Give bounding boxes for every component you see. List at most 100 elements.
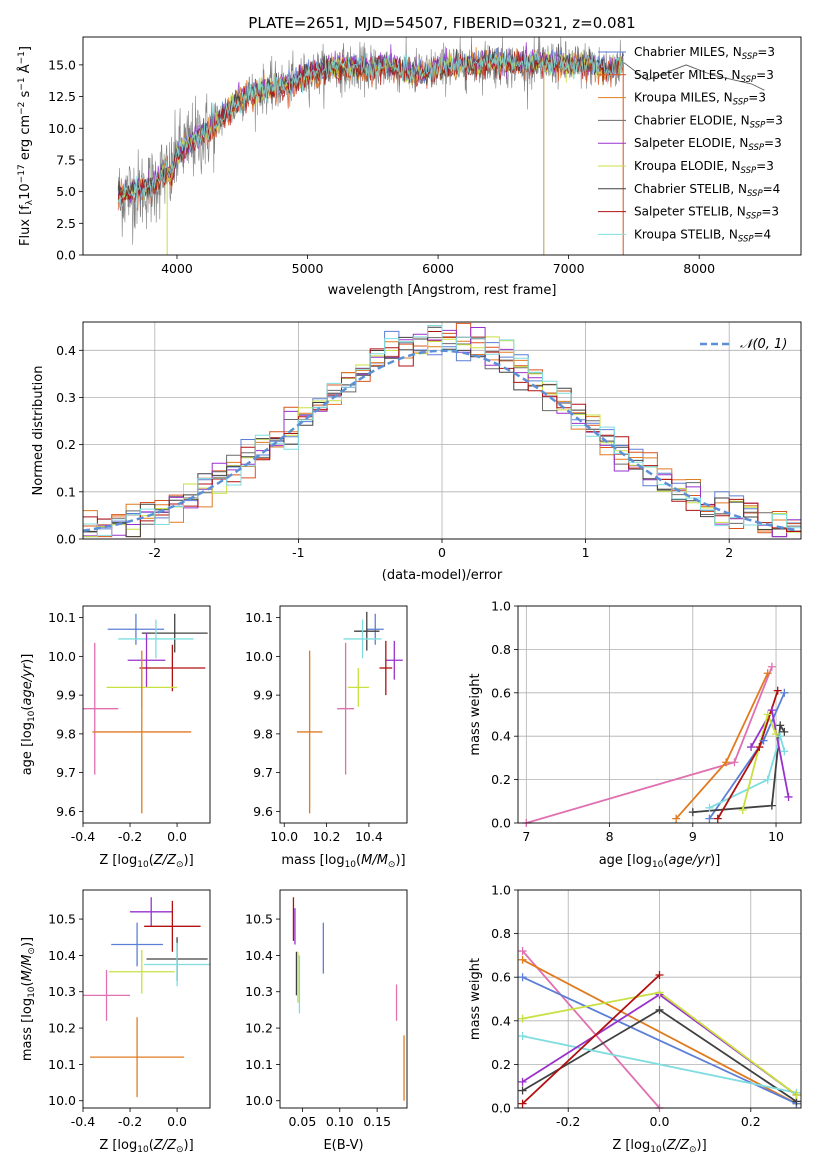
age-vs-mass-x-axis-label: mass [log10(M/M⊙)]	[281, 853, 405, 870]
errorbar-point	[83, 969, 131, 1021]
age-vs-z-y-axis-label: age [log10(age/yr)]	[20, 654, 37, 776]
tick-label-y: 9.6	[253, 804, 273, 819]
tick-label-y: 10.1	[48, 610, 76, 625]
errorbar-point	[337, 642, 355, 775]
tick-label-y: 9.8	[253, 726, 273, 741]
axes-frame	[82, 605, 211, 824]
tick-label-y: 10.0	[245, 649, 273, 664]
axes-mass_vs_Z: -0.4 -0.2 0.0 10.0 10.1 10.2 10.3 10.4 10.5	[48, 912, 187, 1129]
tick-label-y: 10.1	[245, 1057, 273, 1072]
axes-frame	[517, 605, 802, 824]
tick-label-y: 9.6	[56, 804, 76, 819]
mass-weight-marker	[755, 743, 764, 752]
errorbar-point	[127, 633, 166, 688]
tick-label-y: 5.0	[56, 184, 76, 199]
tick-label-y: 10.0	[48, 121, 76, 136]
tick-label-y: 10.0	[245, 1093, 273, 1108]
errorbar-point	[296, 650, 323, 814]
tick-label-x: 7000	[553, 261, 585, 276]
plot-area-residuals	[83, 322, 801, 538]
errorbar-point	[141, 613, 208, 653]
tick-label-y: 1.0	[491, 599, 511, 614]
tick-label-x: 7	[522, 829, 530, 844]
tick-label-x: 10	[768, 829, 784, 844]
legend-label: Kroupa ELODIE, NSSP=3	[634, 159, 774, 176]
gaussian-curve	[83, 349, 799, 532]
mass-weight-marker	[763, 669, 772, 678]
mass-weight-marker	[722, 758, 731, 767]
plot-area-mass_vs_Z	[83, 897, 210, 1098]
mass-weight-marker	[518, 1014, 527, 1023]
axes-frame	[279, 605, 408, 824]
tick-label-x: 0.0	[167, 829, 187, 844]
chart-title: PLATE=2651, MJD=54507, FIBERID=0321, z=0…	[248, 14, 635, 32]
axes-frame	[517, 889, 802, 1109]
legend-label: Kroupa STELIB, NSSP=4	[634, 227, 771, 244]
mass-vs-z-y-axis-label: mass [log10(M/M⊙)]	[20, 937, 37, 1061]
tick-label-x: 0.2	[741, 1114, 761, 1129]
tick-label-x: 4000	[161, 261, 193, 276]
mass-weight-marker	[763, 775, 772, 784]
tick-label-y: 0.2	[56, 437, 76, 452]
mass-weight-marker	[784, 792, 793, 801]
mass-weight-marker	[730, 758, 739, 767]
mass-weight-marker	[518, 955, 527, 964]
mass-weight-marker	[767, 801, 776, 810]
tick-label-y: 10.5	[245, 912, 273, 927]
tick-label-y: 10.4	[245, 948, 273, 963]
mass-weight-marker	[713, 814, 722, 823]
axes-frame	[82, 889, 211, 1109]
tick-label-y: 9.9	[56, 688, 76, 703]
mass-weight-marker	[738, 805, 747, 814]
errorbar-point	[385, 640, 403, 680]
tick-label-x: 0.15	[363, 1114, 391, 1129]
mass-weight-marker	[655, 1005, 664, 1014]
errorbar-point	[144, 900, 201, 952]
legend-label: Chabrier ELODIE, NSSP=3	[634, 113, 783, 130]
tick-label-y: 10.1	[245, 610, 273, 625]
errorbar-point	[354, 611, 380, 651]
mass-weight-line	[692, 722, 786, 813]
tick-label-y: 9.8	[56, 726, 76, 741]
mass-weight-marker	[780, 727, 789, 736]
tick-label-x: 0.10	[326, 1114, 354, 1129]
age-vs-z-x-axis-label: Z [log10(Z/Z⊙)]	[99, 853, 193, 870]
residual-x-axis-label: (data-model)/error	[382, 568, 503, 583]
legend-label: Salpeter ELODIE, NSSP=3	[634, 136, 782, 153]
errorbar-point	[379, 640, 393, 696]
mass-weight-marker	[672, 814, 681, 823]
mass-weight-marker	[767, 706, 776, 715]
mass-weight-marker	[780, 688, 789, 697]
mass-vs-ebv-x-axis-label: E(B-V)	[323, 1138, 363, 1153]
mass-weight-marker	[759, 736, 768, 745]
axes-spectrum: 4000 5000 6000 7000 8000 0.0 2.5 5.0 7.5 10.0 12.5…	[48, 57, 715, 276]
errorbar-point	[92, 650, 192, 814]
legend-label: Salpeter MILES, NSSP=3	[634, 68, 774, 85]
tick-label-y: 0.4	[491, 729, 511, 744]
tick-label-y: 0.4	[56, 343, 76, 358]
mass-weight-marker	[705, 814, 714, 823]
mass-weight-marker	[688, 808, 697, 817]
tick-label-x: -0.2	[118, 1114, 142, 1129]
tick-label-y: 10.0	[48, 1093, 76, 1108]
tick-label-y: 10.0	[48, 649, 76, 664]
tick-label-x: 10.2	[313, 829, 341, 844]
tick-label-x: 2	[725, 545, 733, 560]
tick-label-y: 1.0	[491, 883, 511, 898]
tick-label-x: 5000	[292, 261, 324, 276]
mass-weight-marker	[518, 1086, 527, 1095]
tick-label-y: 10.2	[245, 1021, 273, 1036]
mass-weight-marker	[518, 973, 527, 982]
tick-label-x: 0.0	[167, 1114, 187, 1129]
mass-weight-marker	[776, 721, 785, 730]
tick-label-y: 0.1	[56, 484, 76, 499]
tick-label-x: 10.4	[355, 829, 383, 844]
tick-label-y: 0.0	[56, 532, 76, 547]
tick-label-x: 8	[606, 829, 614, 844]
tick-label-y: 0.3	[56, 390, 76, 405]
mass-weight-marker	[776, 732, 785, 741]
plot-area-age_vs_mass	[296, 611, 403, 814]
tick-label-y: 0.6	[491, 970, 511, 985]
tick-label-x: 1	[582, 545, 590, 560]
